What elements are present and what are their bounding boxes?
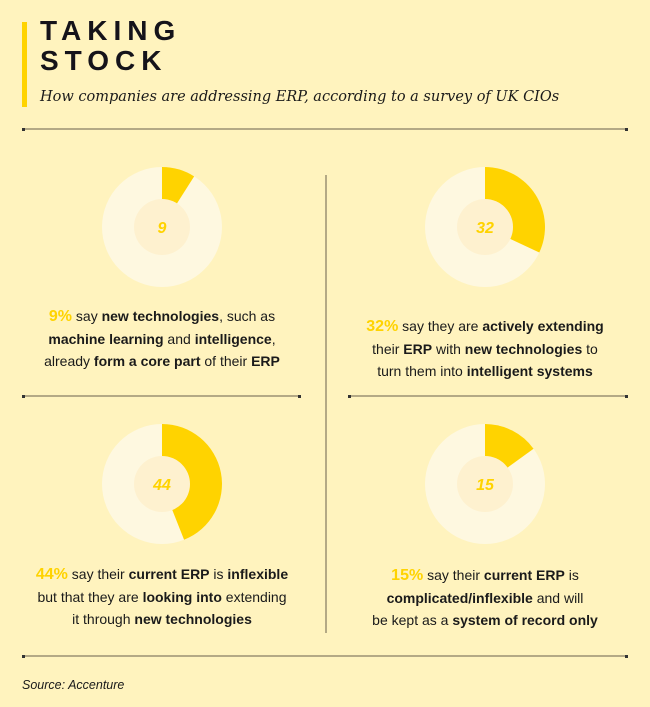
stat-text: say their	[423, 567, 484, 583]
stat-emphasis: new technologies	[134, 611, 252, 627]
stat-text-4: 15% say their current ERP is complicated/…	[335, 564, 635, 631]
stat-text: to	[582, 341, 598, 357]
donut-slice	[162, 424, 223, 540]
stat-line: 32% say they are actively extending	[335, 315, 635, 338]
donut-value-label: 32	[476, 220, 494, 237]
stat-text: is	[564, 567, 579, 583]
stat-emphasis: ERP	[251, 353, 280, 369]
divider-vertical	[325, 175, 327, 633]
subtitle: How companies are addressing ERP, accord…	[40, 89, 560, 105]
stat-emphasis: intelligent systems	[466, 363, 593, 379]
stat-emphasis: complicated/inflexible	[386, 590, 533, 606]
stat-text: be kept as a	[372, 612, 453, 628]
stat-percentage: 9%	[48, 308, 73, 325]
stat-text: say	[72, 308, 102, 324]
donut-chart-4: 15	[425, 424, 545, 544]
stat-line: their ERP with new technologies to	[335, 338, 635, 360]
stat-line: turn them into intelligent systems	[335, 360, 635, 382]
stat-text: say they are	[398, 318, 483, 334]
donut-value-label: 9	[158, 220, 167, 237]
stat-line: it through new technologies	[12, 608, 312, 630]
stat-emphasis: current ERP	[483, 567, 565, 583]
donut-chart-3: 44	[102, 424, 223, 544]
stat-emphasis: inflexible	[227, 566, 289, 582]
stat-line: 15% say their current ERP is	[335, 564, 635, 587]
stat-text: it through	[72, 611, 135, 627]
stat-text-3: 44% say their current ERP is inflexible b…	[12, 563, 312, 630]
stat-text: with	[432, 341, 465, 357]
divider-top	[22, 127, 628, 131]
donut-center	[457, 199, 513, 255]
stat-emphasis: intelligence	[194, 331, 272, 347]
stat-line: already form a core part of their ERP	[12, 350, 312, 372]
stat-text: of their	[200, 353, 252, 369]
stat-line: 44% say their current ERP is inflexible	[12, 563, 312, 586]
stat-text: , such as	[219, 308, 276, 324]
stat-line: 9% say new technologies, such as	[12, 305, 312, 328]
stat-text: already	[44, 353, 94, 369]
stat-emphasis: looking into	[142, 589, 222, 605]
stat-emphasis: actively extending	[482, 318, 604, 334]
source-note: Source: Accenture	[22, 678, 125, 692]
divider-bottom	[22, 654, 628, 658]
stat-text: their	[372, 341, 404, 357]
stat-emphasis: machine learning	[48, 331, 164, 347]
donut-chart-2: 32	[425, 167, 545, 287]
stat-percentage: 44%	[35, 566, 68, 583]
donut-value-label: 44	[152, 477, 171, 494]
donut-chart-1: 9	[102, 167, 222, 287]
stat-line: machine learning and intelligence,	[12, 328, 312, 350]
stat-text: is	[209, 566, 228, 582]
accent-bar	[22, 22, 27, 107]
title-line-2: STOCK	[40, 45, 168, 76]
donut-value-label: 15	[476, 477, 495, 494]
stat-emphasis: ERP	[403, 341, 433, 357]
divider-middle-left	[22, 394, 301, 398]
page-title: TAKING STOCK	[40, 16, 181, 76]
stat-emphasis: form a core part	[93, 353, 201, 369]
stat-emphasis: system of record only	[452, 612, 598, 628]
stat-emphasis: new technologies	[464, 341, 583, 357]
stat-text-2: 32% say they are actively extending their…	[335, 315, 635, 382]
donut-center	[134, 456, 190, 512]
title-line-1: TAKING	[40, 15, 182, 46]
stat-text: and will	[532, 590, 584, 606]
stat-text: turn them into	[377, 363, 467, 379]
donut-center	[134, 199, 190, 255]
stat-line: complicated/inflexible and will	[335, 587, 635, 609]
stat-emphasis: new technologies	[101, 308, 220, 324]
donut-center	[457, 456, 513, 512]
stat-percentage: 15%	[391, 567, 424, 584]
stat-text: ,	[271, 331, 276, 347]
stat-text: and	[163, 331, 195, 347]
stat-emphasis: current ERP	[128, 566, 210, 582]
stat-line: be kept as a system of record only	[335, 609, 635, 631]
stat-text: extending	[221, 589, 287, 605]
stat-text: but that they are	[37, 589, 143, 605]
divider-middle-right	[348, 394, 628, 398]
stat-line: but that they are looking into extending	[12, 586, 312, 608]
stat-text-1: 9% say new technologies, such as machine …	[12, 305, 312, 372]
stat-text: say their	[67, 566, 129, 582]
stat-percentage: 32%	[366, 318, 399, 335]
